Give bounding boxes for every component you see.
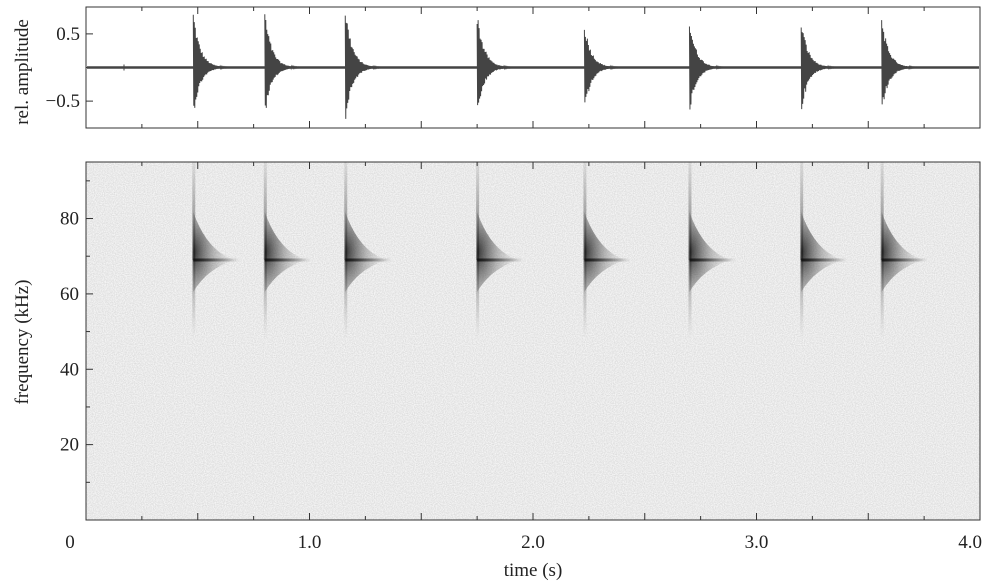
call-energy-fan bbox=[801, 211, 844, 292]
call-streak-upper bbox=[192, 162, 196, 260]
spectrogram-calls bbox=[192, 162, 928, 340]
call-streak-upper bbox=[263, 162, 267, 260]
spectrogram-y-axis-label: frequency (kHz) bbox=[12, 279, 33, 404]
spectrogram-y-tick-label: 40 bbox=[60, 359, 79, 380]
call-cf-tail bbox=[881, 258, 928, 262]
call-energy-fan bbox=[345, 211, 388, 292]
call-streak-lower bbox=[476, 259, 480, 340]
spectrogram-call bbox=[688, 162, 736, 340]
call-streak-lower bbox=[800, 259, 804, 340]
call-streak-lower bbox=[344, 259, 348, 340]
spectrogram-call bbox=[476, 162, 524, 340]
spectrogram-y-tick-label: 20 bbox=[60, 435, 79, 456]
waveform-pulse bbox=[688, 26, 735, 110]
call-energy-fan bbox=[264, 211, 307, 292]
spectrogram-noise bbox=[86, 162, 980, 520]
call-energy-fan bbox=[193, 211, 236, 292]
waveform-y-axis-label: rel. amplitude bbox=[12, 19, 33, 125]
call-energy-fan bbox=[584, 211, 627, 292]
call-cf-tail bbox=[264, 258, 311, 262]
spectrogram-x-tick-label: 2.0 bbox=[521, 532, 545, 553]
x-axis-label: time (s) bbox=[504, 560, 563, 581]
spectrogram-call bbox=[263, 162, 311, 340]
spectrogram-x-tick-label: 0 bbox=[65, 532, 75, 553]
call-energy-fan bbox=[689, 211, 732, 292]
call-streak-upper bbox=[688, 162, 692, 260]
call-streak-lower bbox=[688, 259, 692, 340]
spectrogram-call bbox=[880, 162, 928, 340]
waveform-y-ticks: 0.5 −0.5 bbox=[46, 24, 93, 112]
waveform-pulse bbox=[344, 15, 391, 119]
waveform-pulse bbox=[583, 29, 630, 103]
call-streak-upper bbox=[583, 162, 587, 260]
waveform-pulse bbox=[800, 27, 847, 110]
call-streak-lower bbox=[880, 259, 884, 340]
spectrogram-y-tick-label: 60 bbox=[60, 284, 79, 305]
call-cf-tail bbox=[193, 258, 240, 262]
call-cf-tail bbox=[801, 258, 848, 262]
call-streak-upper bbox=[476, 162, 480, 260]
call-streak-lower bbox=[192, 259, 196, 340]
call-cf-tail bbox=[689, 258, 736, 262]
call-energy-fan bbox=[477, 211, 520, 292]
call-energy-fan bbox=[881, 211, 924, 292]
waveform-pulse bbox=[264, 14, 310, 108]
call-cf-tail bbox=[345, 258, 392, 262]
call-streak-upper bbox=[800, 162, 804, 260]
waveform-y-tick-label: −0.5 bbox=[46, 91, 80, 112]
waveform-pulse bbox=[881, 20, 927, 105]
call-cf-tail bbox=[584, 258, 631, 262]
call-cf-tail bbox=[477, 258, 524, 262]
spectrogram-y-ticks: 20 40 60 80 bbox=[60, 180, 93, 483]
spectrogram-call bbox=[800, 162, 848, 340]
waveform-panel: 0.5 −0.5 rel. amplitude bbox=[12, 6, 981, 129]
waveform-marks bbox=[87, 14, 979, 119]
spectrogram-call bbox=[583, 162, 631, 340]
waveform-pulse bbox=[476, 20, 522, 106]
call-streak-lower bbox=[583, 259, 587, 340]
call-streak-upper bbox=[344, 162, 348, 260]
spectrogram-x-tick-label: 3.0 bbox=[745, 532, 769, 553]
spectrogram-panel: 20 40 60 80 0 1.0 2.0 3.0 4.0 frequency (kHz) t… bbox=[12, 161, 982, 581]
spectrogram-call bbox=[344, 162, 392, 340]
call-streak-lower bbox=[263, 259, 267, 340]
spectrogram-x-tick-label: 4.0 bbox=[958, 532, 982, 553]
waveform-y-tick-label: 0.5 bbox=[56, 24, 80, 45]
spectrogram-x-ticks: 0 1.0 2.0 3.0 4.0 bbox=[65, 162, 982, 553]
spectrogram-call bbox=[192, 162, 240, 340]
spectrogram-y-tick-label: 80 bbox=[60, 209, 79, 230]
call-streak-upper bbox=[880, 162, 884, 260]
spectrogram-x-tick-label: 1.0 bbox=[298, 532, 322, 553]
waveform-x-ticks bbox=[141, 7, 925, 128]
waveform-pulse bbox=[192, 14, 239, 108]
